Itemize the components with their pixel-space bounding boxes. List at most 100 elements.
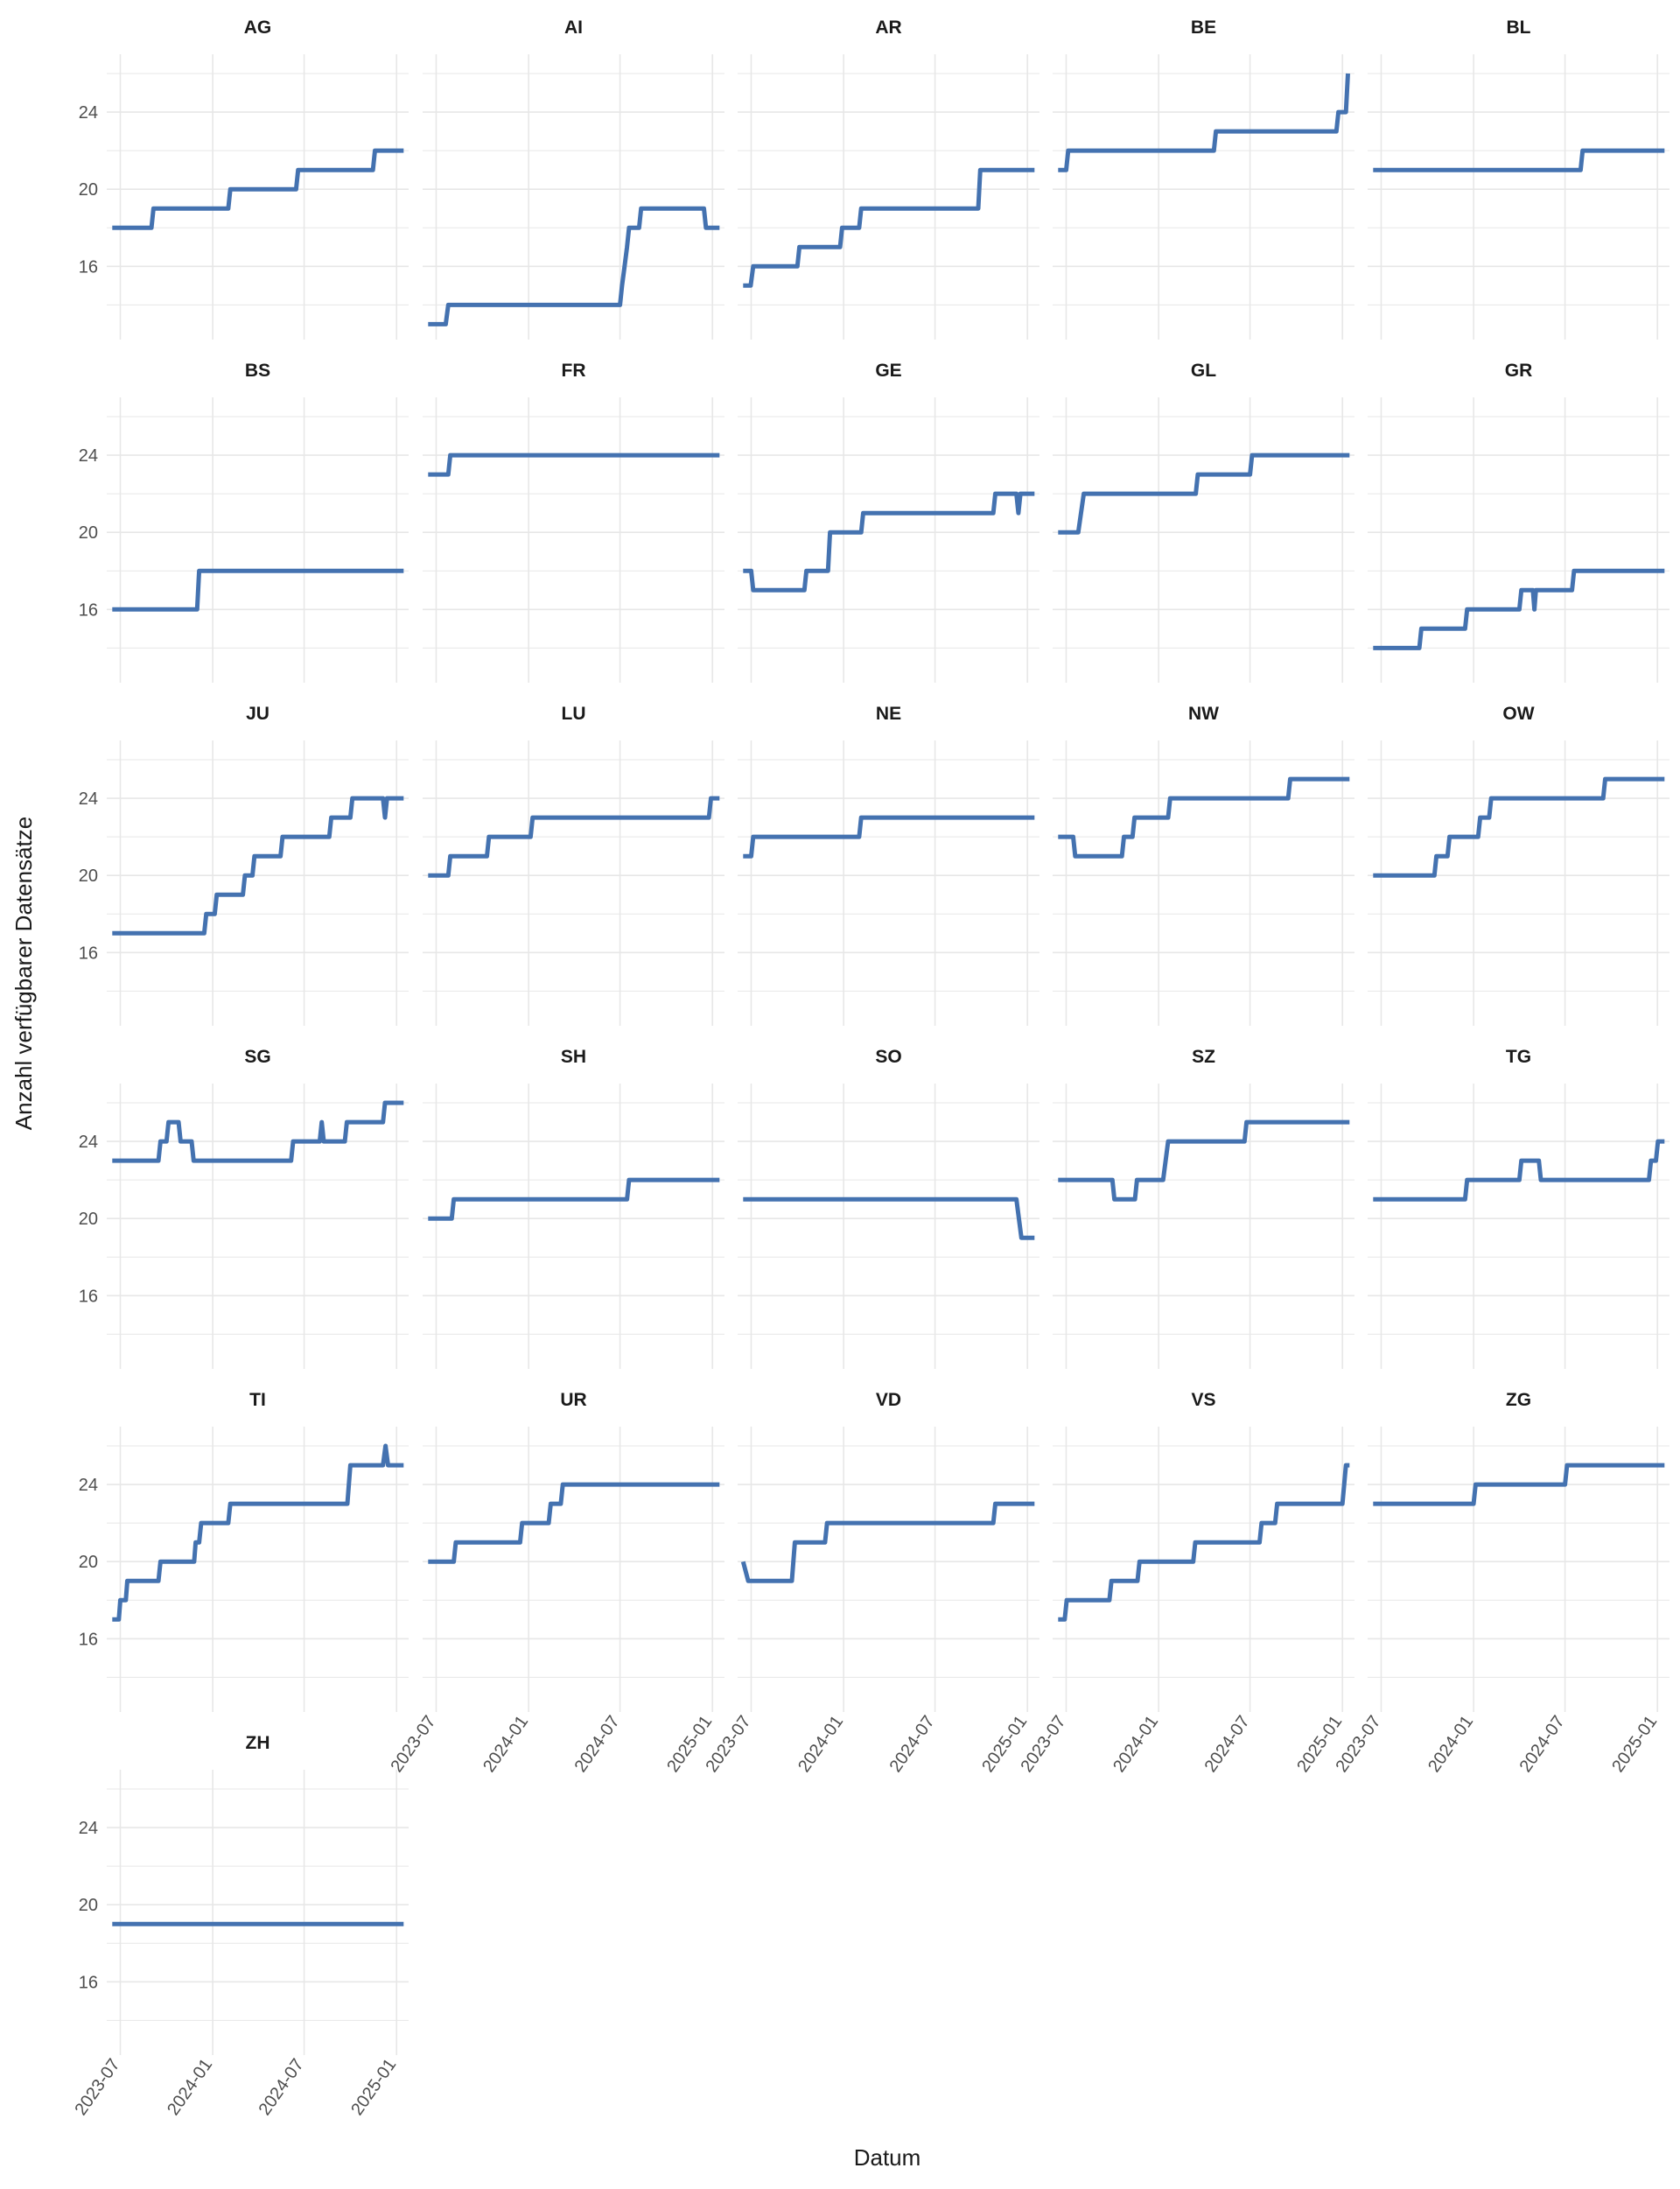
facet-strip-label: LU (562, 704, 586, 724)
y-tick-label: 24 (79, 789, 98, 809)
series-line (743, 1196, 1035, 1240)
y-tick-label: 24 (79, 1133, 98, 1152)
series-line (428, 453, 720, 477)
facet-panel: GR (1368, 361, 1670, 683)
x-axis-title: Datum (854, 2144, 921, 2171)
facet-panel: TG (1368, 1047, 1670, 1369)
facet-strip-label: GE (875, 361, 901, 381)
series-line (1058, 1463, 1350, 1622)
facet-panel: SO (738, 1047, 1040, 1369)
y-tick-label: 16 (79, 1973, 98, 1992)
y-tick-label: 24 (79, 1819, 98, 1838)
y-tick-label: 20 (79, 180, 98, 200)
x-tick-label: 2024-01 (480, 1712, 532, 1776)
facet-panel: AI (423, 18, 724, 340)
series-line (743, 167, 1035, 288)
series-line (428, 1482, 720, 1564)
series-line (112, 1443, 404, 1622)
y-tick-label: 16 (79, 600, 98, 620)
series-line (1058, 776, 1350, 859)
facet-strip-label: SH (561, 1047, 586, 1067)
y-axis-title: Anzahl verfügbarer Datensätze (10, 817, 37, 1130)
x-tick-label: 2024-07 (571, 1712, 624, 1776)
facet-strip-label: ZG (1506, 1390, 1531, 1410)
facet-strip-label: UR (560, 1390, 586, 1410)
x-tick-label: 2024-01 (1110, 1712, 1162, 1776)
facet-panel: NW (1053, 704, 1354, 1026)
facet-strip-label: SZ (1192, 1047, 1215, 1067)
facet-strip-label: ZH (246, 1733, 270, 1753)
y-tick-label: 24 (79, 1476, 98, 1495)
series-line (1373, 1139, 1665, 1202)
x-tick-label: 2024-01 (164, 2055, 216, 2119)
facet-panel: BE (1053, 18, 1354, 340)
x-tick-label: 2024-07 (1201, 1712, 1254, 1776)
y-tick-label: 24 (79, 446, 98, 466)
series-line (428, 206, 720, 326)
facet-panel: FR (423, 361, 724, 683)
y-tick-label: 16 (79, 257, 98, 277)
facet-panel: JU 16 20 24 (79, 704, 409, 1026)
facet-strip-label: SG (244, 1047, 270, 1067)
facet-strip-label: AR (875, 18, 901, 38)
series-line (112, 1100, 404, 1163)
facet-panel: TI 16 20 24 (79, 1390, 409, 1712)
facet-strip-label: JU (246, 704, 270, 724)
y-tick-label: 16 (79, 1287, 98, 1306)
y-tick-label: 20 (79, 1553, 98, 1572)
series-line (1373, 1463, 1665, 1506)
y-tick-label: 16 (79, 1630, 98, 1649)
x-tick-label: 2023-07 (71, 2055, 123, 2119)
facet-strip-label: AG (244, 18, 272, 38)
facet-panel: ZH 16 20 24 2023-07 2024-01 2024-07 2025-01 (71, 1733, 409, 2119)
facet-panel: LU (423, 704, 724, 1026)
facet-panel: OW (1368, 704, 1670, 1026)
facet-strip-label: VD (876, 1390, 901, 1410)
y-tick-label: 20 (79, 1210, 98, 1229)
series-line (743, 815, 1035, 859)
x-tick-label: 2024-01 (1424, 1712, 1477, 1776)
y-tick-label: 24 (79, 103, 98, 123)
facet-panel: BS 16 20 24 (79, 361, 409, 683)
facet-panel: SG 16 20 24 (79, 1047, 409, 1369)
series-line (1373, 568, 1665, 650)
facet-strip-label: BE (1191, 18, 1216, 38)
facet-strip-label: GR (1505, 361, 1533, 381)
facet-panel: AG 16 20 24 (79, 18, 409, 340)
facet-strip-label: BL (1507, 18, 1531, 38)
y-tick-label: 16 (79, 944, 98, 963)
series-line (112, 148, 404, 230)
facet-panel: AR (738, 18, 1040, 340)
series-line (428, 796, 720, 878)
facet-strip-label: VS (1191, 1390, 1215, 1410)
y-tick-label: 20 (79, 866, 98, 886)
facet-panel: SH (423, 1047, 724, 1369)
facet-strip-label: NE (876, 704, 901, 724)
y-tick-label: 20 (79, 523, 98, 543)
x-tick-label: 2025-01 (1608, 1712, 1661, 1776)
x-tick-label: 2025-01 (347, 2055, 400, 2119)
facet-panel: GL (1053, 361, 1354, 683)
series-line (1058, 453, 1350, 535)
series-line (743, 491, 1035, 593)
facet-strip-label: NW (1188, 704, 1219, 724)
facet-strip-label: TG (1506, 1047, 1531, 1067)
series-line (428, 1177, 720, 1221)
facet-strip-label: OW (1502, 704, 1534, 724)
facet-panel: SZ (1053, 1047, 1354, 1369)
x-tick-label: 2024-07 (1516, 1712, 1569, 1776)
x-tick-label: 2024-07 (886, 1712, 939, 1776)
x-tick-label: 2024-07 (256, 2055, 308, 2119)
facet-strip-label: SO (875, 1047, 901, 1067)
series-line (1373, 148, 1665, 172)
x-tick-label: 2024-01 (794, 1712, 847, 1776)
facet-panel: GE (738, 361, 1040, 683)
facet-strip-label: BS (245, 361, 270, 381)
facet-strip-label: AI (564, 18, 583, 38)
